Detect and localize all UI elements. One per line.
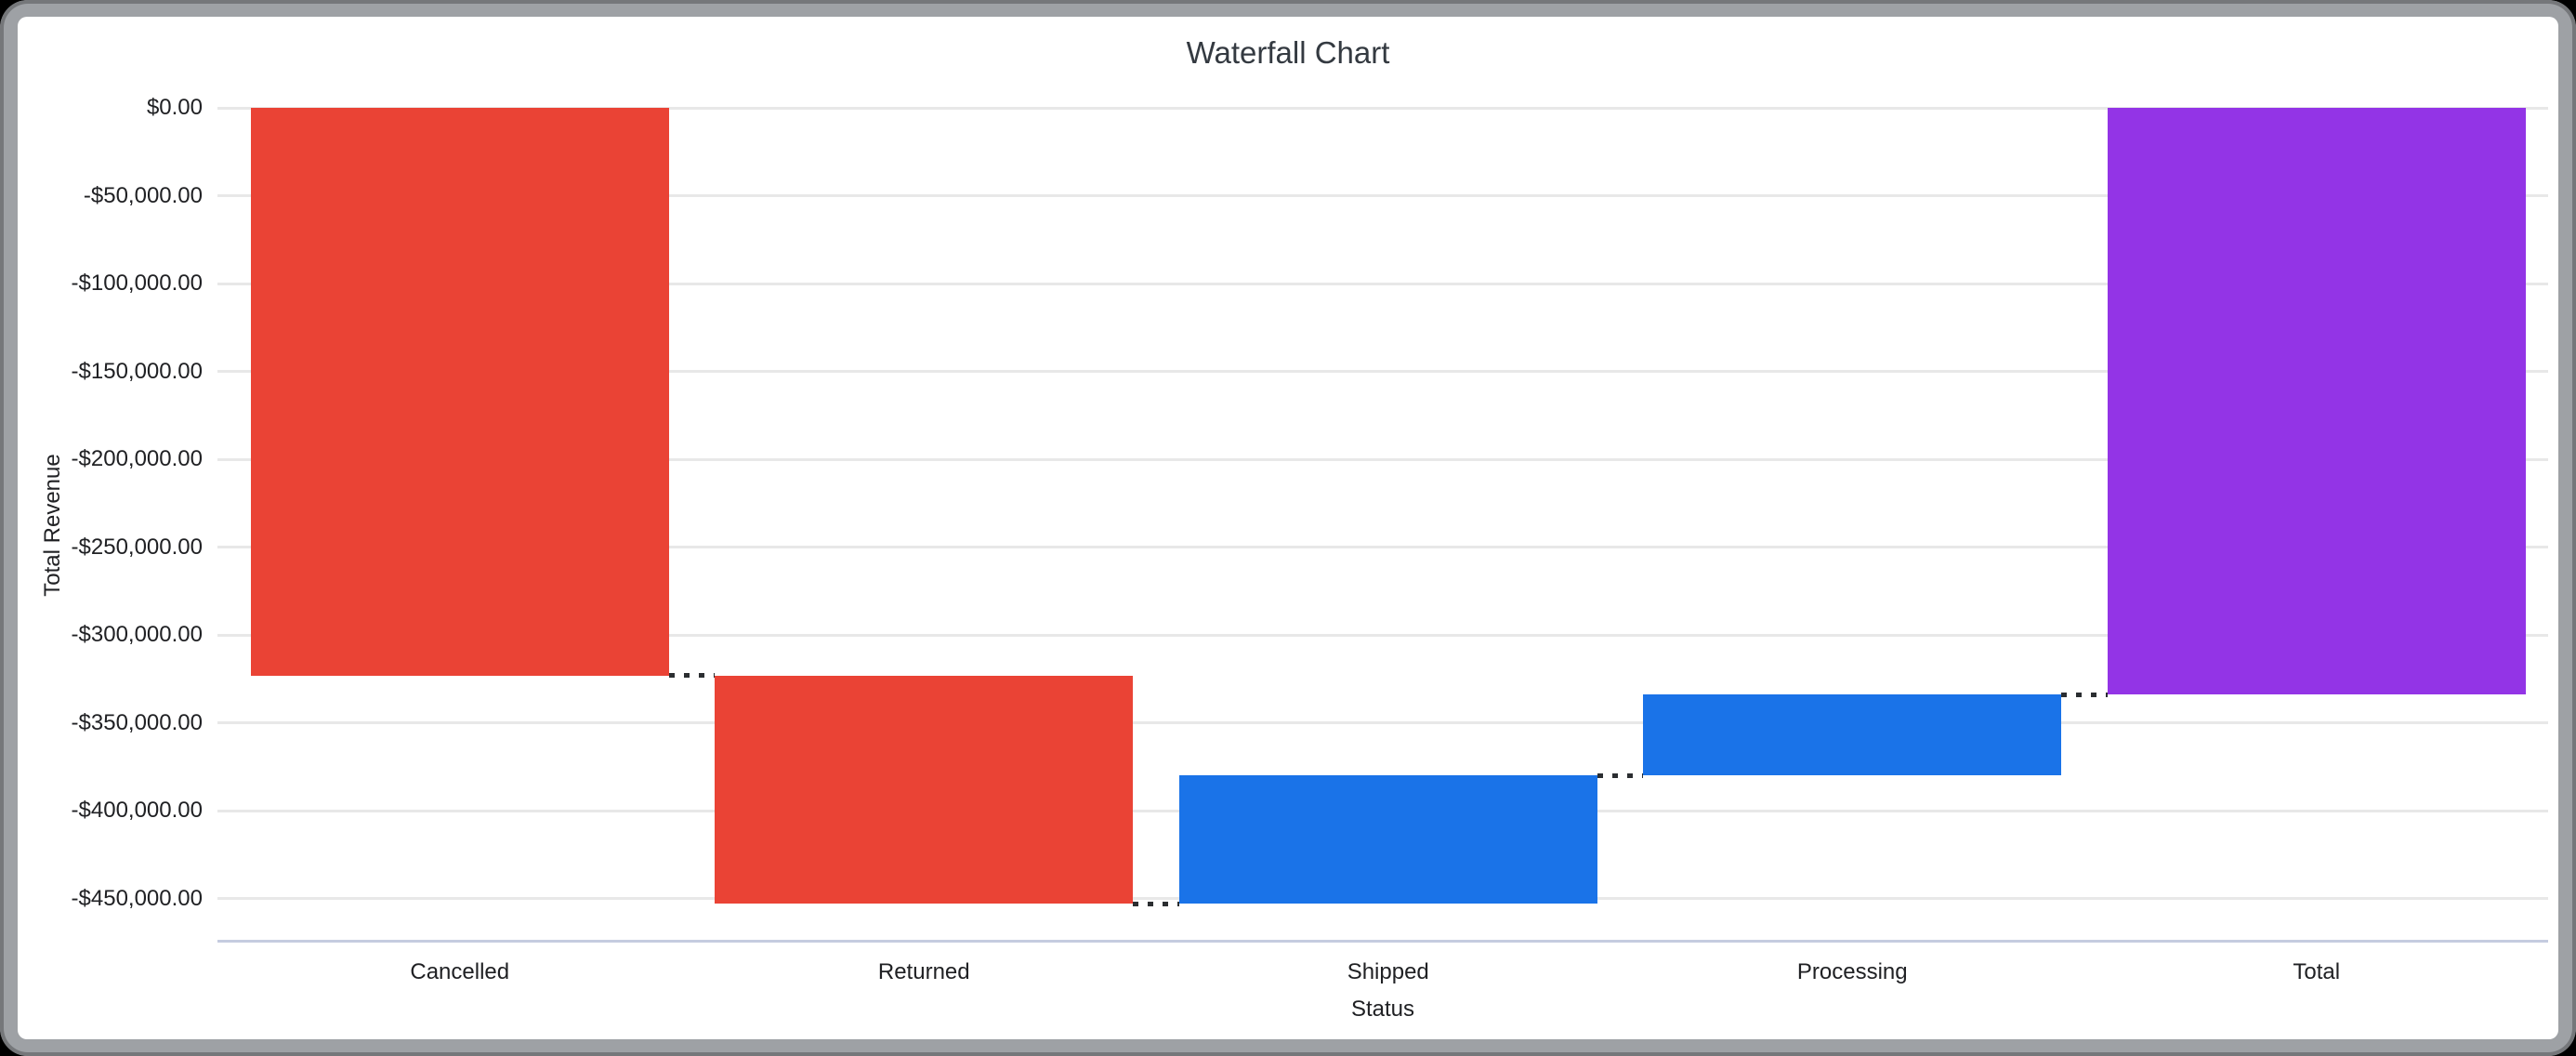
y-tick-label: -$100,000.00 bbox=[71, 271, 203, 296]
x-category-label: Processing bbox=[1796, 959, 1908, 984]
x-category-label: Returned bbox=[877, 959, 970, 984]
gridline bbox=[217, 457, 2548, 461]
y-tick-label: $0.00 bbox=[146, 95, 203, 120]
bar-shipped[interactable] bbox=[1178, 775, 1597, 904]
gridline bbox=[217, 282, 2548, 285]
y-tick-label: -$350,000.00 bbox=[71, 709, 203, 735]
y-tick-label: -$150,000.00 bbox=[71, 358, 203, 384]
connector-line bbox=[1597, 772, 1644, 778]
connector-line bbox=[1133, 901, 1179, 906]
gridline bbox=[217, 370, 2548, 373]
bar-total[interactable] bbox=[2107, 108, 2526, 695]
bar-cancelled[interactable] bbox=[250, 108, 669, 676]
bar-processing[interactable] bbox=[1643, 694, 2062, 776]
y-tick-label: -$200,000.00 bbox=[71, 446, 203, 471]
y-tick-label: -$400,000.00 bbox=[71, 798, 203, 823]
y-axis-title: Total Revenue bbox=[40, 454, 65, 597]
x-category-label: Shipped bbox=[1347, 959, 1429, 984]
y-tick-label: -$250,000.00 bbox=[71, 534, 203, 560]
y-tick-label: -$50,000.00 bbox=[83, 182, 203, 208]
gridline bbox=[217, 106, 2548, 110]
x-axis-title: Status bbox=[1350, 997, 1415, 1022]
x-category-label: Cancelled bbox=[410, 959, 510, 984]
gridline bbox=[217, 194, 2548, 197]
gridline bbox=[217, 633, 2548, 637]
bar-returned[interactable] bbox=[715, 675, 1134, 904]
chart-card: Waterfall Chart Total Revenue $0.00 -$50,… bbox=[18, 17, 2558, 1039]
x-axis-line bbox=[217, 940, 2548, 944]
connector-line bbox=[668, 673, 716, 678]
x-category-label: Total bbox=[2293, 959, 2341, 984]
gridline bbox=[217, 721, 2548, 724]
connector-line bbox=[2061, 692, 2108, 697]
y-tick-label: -$450,000.00 bbox=[71, 885, 203, 911]
gridline bbox=[217, 546, 2548, 548]
chart-title: Waterfall Chart bbox=[1186, 35, 1390, 70]
y-tick-label: -$300,000.00 bbox=[71, 622, 203, 647]
